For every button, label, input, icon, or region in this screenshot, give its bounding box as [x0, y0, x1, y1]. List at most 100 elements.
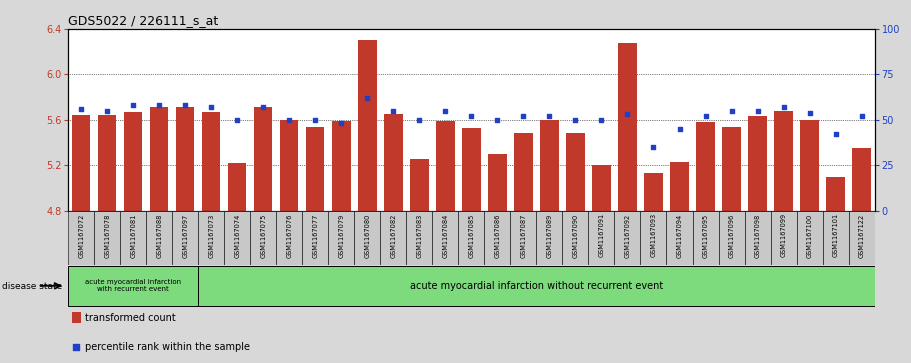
Text: GSM1167089: GSM1167089: [547, 213, 552, 257]
Bar: [72, 115, 90, 211]
Bar: [826, 176, 844, 211]
Point: [803, 110, 817, 115]
Text: GSM1167073: GSM1167073: [209, 213, 214, 257]
Point: [100, 108, 115, 114]
Point: [751, 108, 765, 114]
Text: transformed count: transformed count: [85, 313, 176, 323]
Bar: [823, 211, 848, 265]
Bar: [749, 117, 767, 211]
Bar: [540, 120, 558, 211]
Point: [178, 102, 192, 108]
Text: GSM1167090: GSM1167090: [572, 213, 578, 257]
Bar: [801, 120, 819, 211]
Text: GSM1167083: GSM1167083: [416, 213, 423, 257]
Bar: [853, 148, 871, 211]
Point: [126, 102, 140, 108]
Text: GSM1167079: GSM1167079: [338, 213, 344, 257]
Text: GSM1167075: GSM1167075: [261, 213, 266, 258]
Bar: [670, 162, 689, 211]
Point: [828, 131, 843, 137]
Text: GSM1167098: GSM1167098: [754, 213, 761, 257]
Point: [334, 121, 349, 126]
Text: acute myocardial infarction
with recurrent event: acute myocardial infarction with recurre…: [86, 280, 181, 292]
Bar: [458, 211, 485, 265]
Bar: [771, 211, 796, 265]
Text: GSM1167087: GSM1167087: [520, 213, 527, 258]
Bar: [692, 211, 719, 265]
Text: GSM1167095: GSM1167095: [702, 213, 709, 257]
Bar: [120, 211, 147, 265]
Bar: [589, 211, 615, 265]
Bar: [515, 133, 533, 211]
Bar: [719, 211, 744, 265]
Point: [517, 113, 531, 119]
Bar: [667, 211, 692, 265]
Point: [386, 108, 401, 114]
Text: GSM1167094: GSM1167094: [677, 213, 682, 257]
Point: [646, 144, 660, 150]
Bar: [72, 312, 81, 323]
Bar: [124, 112, 142, 211]
Point: [204, 104, 219, 110]
Point: [256, 104, 271, 110]
Bar: [537, 211, 562, 265]
Bar: [567, 133, 585, 211]
Text: percentile rank within the sample: percentile rank within the sample: [85, 342, 250, 352]
Text: GSM1167122: GSM1167122: [858, 213, 865, 257]
Bar: [463, 128, 480, 211]
Text: GSM1167086: GSM1167086: [495, 213, 500, 258]
Text: GSM1167081: GSM1167081: [130, 213, 137, 257]
Bar: [176, 107, 194, 211]
Point: [855, 113, 869, 119]
Bar: [615, 211, 640, 265]
Bar: [276, 211, 302, 265]
Point: [464, 113, 479, 119]
Bar: [328, 211, 354, 265]
Point: [724, 108, 739, 114]
Bar: [358, 40, 376, 211]
Bar: [172, 211, 199, 265]
Text: GSM1167077: GSM1167077: [312, 213, 319, 258]
Bar: [696, 122, 714, 211]
Bar: [354, 211, 381, 265]
Point: [542, 113, 557, 119]
Bar: [436, 121, 455, 211]
Text: GSM1167082: GSM1167082: [391, 213, 396, 258]
Bar: [384, 114, 403, 211]
Point: [620, 111, 635, 117]
Bar: [381, 211, 406, 265]
Bar: [433, 211, 458, 265]
Point: [360, 95, 374, 101]
Point: [776, 104, 791, 110]
Bar: [224, 211, 251, 265]
Text: disease state: disease state: [2, 282, 62, 291]
Bar: [229, 163, 247, 211]
Text: GSM1167096: GSM1167096: [729, 213, 734, 257]
Bar: [640, 211, 667, 265]
Bar: [302, 211, 328, 265]
Bar: [619, 43, 637, 211]
Bar: [796, 211, 823, 265]
Bar: [150, 107, 169, 211]
Text: GSM1167074: GSM1167074: [234, 213, 241, 258]
Bar: [485, 211, 510, 265]
Bar: [644, 173, 662, 211]
Point: [152, 102, 167, 108]
Bar: [774, 111, 793, 211]
Point: [672, 126, 687, 132]
Text: GSM1167097: GSM1167097: [182, 213, 189, 257]
Bar: [281, 120, 299, 211]
Text: GSM1167080: GSM1167080: [364, 213, 371, 258]
Text: GSM1167084: GSM1167084: [443, 213, 448, 258]
Point: [230, 117, 245, 123]
Point: [308, 117, 322, 123]
Point: [490, 117, 505, 123]
Bar: [251, 211, 276, 265]
Point: [438, 108, 453, 114]
Bar: [406, 211, 433, 265]
Bar: [488, 154, 507, 211]
Text: GSM1167085: GSM1167085: [468, 213, 475, 258]
Text: GSM1167088: GSM1167088: [157, 213, 162, 258]
Text: GSM1167091: GSM1167091: [599, 213, 605, 257]
Text: GSM1167101: GSM1167101: [833, 213, 838, 257]
